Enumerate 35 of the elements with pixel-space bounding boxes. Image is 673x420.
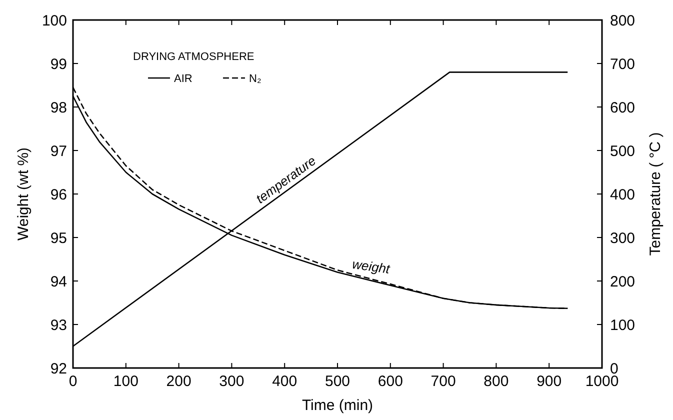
x-tick-label: 500 (324, 373, 350, 390)
legend-label: AIR (174, 73, 192, 85)
y2-tick-label: 300 (610, 230, 636, 247)
y2-tick-label: 400 (610, 186, 636, 204)
y2-tick-label: 800 (610, 12, 636, 30)
x-tick-label: 100 (113, 373, 138, 390)
y2-axis-title: Temperature ( °C ) (647, 132, 664, 256)
y-axis-title: Weight (wt %) (15, 147, 32, 241)
y-tick-label: 96 (50, 186, 67, 204)
legend-title: DRYING ATMOSPHERE (133, 51, 254, 63)
y-tick-label: 100 (42, 12, 67, 30)
y-tick-label: 93 (50, 316, 67, 334)
x-tick-label: 600 (378, 373, 403, 390)
y2-tick-label: 100 (610, 316, 636, 334)
annotation: weight (351, 256, 392, 277)
x-tick-label: 200 (166, 373, 192, 390)
x-axis-title: Time (min) (302, 397, 374, 414)
x-tick-label: 0 (68, 373, 78, 390)
x-tick-label: 300 (219, 373, 244, 390)
x-tick-label: 900 (536, 373, 562, 390)
y-tick-label: 99 (50, 56, 67, 73)
x-tick-label: 1000 (585, 373, 619, 390)
y-tick-label: 98 (50, 99, 67, 116)
y-tick-label: 94 (50, 273, 67, 290)
legend-label: N₂ (249, 73, 262, 85)
y2-tick-label: 600 (610, 99, 636, 116)
x-tick-label: 700 (430, 373, 456, 390)
y-tick-label: 95 (50, 230, 67, 247)
y2-tick-label: 700 (610, 56, 636, 73)
y-tick-label: 97 (50, 142, 67, 160)
y-tick-label: 92 (50, 360, 67, 378)
y2-tick-label: 200 (610, 273, 636, 290)
x-tick-label: 400 (272, 373, 298, 390)
x-tick-label: 800 (484, 373, 509, 390)
y2-tick-label: 500 (610, 142, 636, 160)
